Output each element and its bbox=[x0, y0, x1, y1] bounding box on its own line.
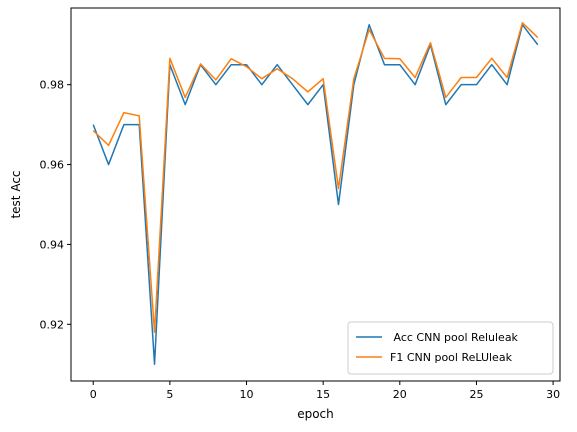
x-tick-label: 25 bbox=[469, 388, 483, 401]
series-lines bbox=[92, 22, 539, 365]
x-tick-label: 5 bbox=[166, 388, 173, 401]
plot-frame bbox=[70, 7, 561, 382]
x-tick-label: 15 bbox=[316, 388, 330, 401]
y-tick-label: 0.92 bbox=[40, 318, 65, 331]
y-axis-label: test Acc bbox=[9, 170, 23, 218]
x-tick-label: 30 bbox=[546, 388, 560, 401]
x-axis-ticks: 0 5 10 15 20 25 30 bbox=[90, 381, 560, 401]
y-tick-label: 0.98 bbox=[40, 79, 65, 92]
series-line-1 bbox=[92, 22, 539, 334]
x-tick-label: 20 bbox=[393, 388, 407, 401]
legend-box bbox=[347, 321, 554, 375]
y-tick-label: 0.96 bbox=[40, 159, 65, 172]
legend-label-acc: Acc CNN pool Reluleak bbox=[390, 331, 519, 344]
x-tick-label: 10 bbox=[240, 388, 254, 401]
legend: Acc CNN pool Reluleak F1 CNN pool ReLUle… bbox=[347, 321, 554, 375]
legend-label-f1: F1 CNN pool ReLUleak bbox=[390, 351, 513, 364]
y-axis-ticks: 0.92 0.94 0.96 0.98 bbox=[40, 79, 71, 331]
y-tick-label: 0.94 bbox=[40, 238, 65, 251]
x-axis-label: epoch bbox=[297, 407, 334, 421]
x-tick-label: 0 bbox=[90, 388, 97, 401]
axes-frame bbox=[70, 7, 561, 382]
